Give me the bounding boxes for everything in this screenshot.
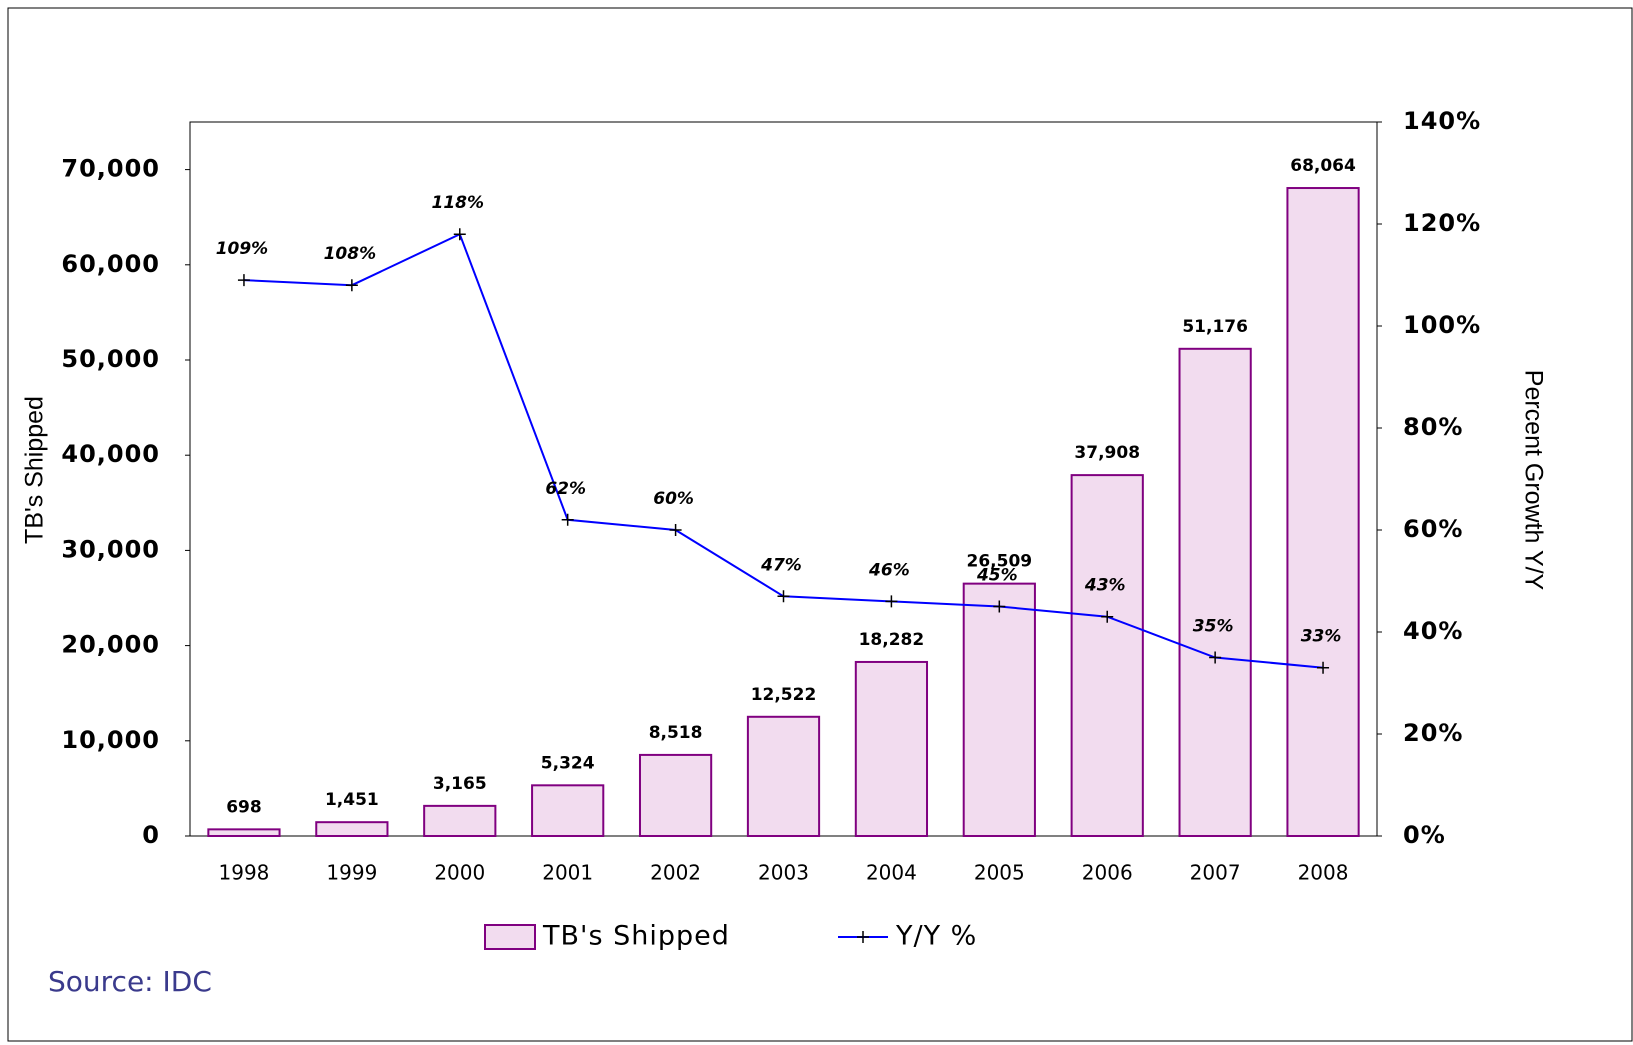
x-tick-label: 2003 xyxy=(758,861,809,885)
line-marker xyxy=(669,524,682,536)
bar-value-label: 3,165 xyxy=(433,774,487,794)
y-tick-label: 70,000 xyxy=(61,155,160,183)
line xyxy=(243,232,1324,669)
bar-value-label: 51,176 xyxy=(1182,317,1248,337)
bar xyxy=(207,828,281,838)
bar xyxy=(638,753,713,837)
y-axis-title: TB's Shipped xyxy=(21,396,49,544)
x-tick-label: 2001 xyxy=(542,861,593,885)
y2-tick-label: 0% xyxy=(1403,821,1446,849)
bar-value-label: 12,522 xyxy=(751,685,817,705)
y2-tick-label: 140% xyxy=(1403,107,1481,135)
legend-label: Y/Y % xyxy=(895,921,977,952)
legend-label: TB's Shipped xyxy=(542,921,730,952)
x-tick-label: 1999 xyxy=(326,861,377,885)
y-tick-label: 20,000 xyxy=(61,631,160,659)
line-value-label: 33% xyxy=(1301,627,1342,647)
bar xyxy=(1178,347,1252,837)
line-value-label: 46% xyxy=(868,560,910,580)
x-tick-label: 2008 xyxy=(1298,861,1349,885)
bar-value-label: 5,324 xyxy=(541,753,595,773)
line-value-label: 118% xyxy=(432,193,485,213)
bar xyxy=(854,660,929,838)
bar xyxy=(531,784,605,837)
line-value-label: 60% xyxy=(653,489,694,509)
x-tick-label: 2007 xyxy=(1190,861,1241,885)
line-marker xyxy=(885,595,898,608)
line-value-label: 47% xyxy=(760,555,802,575)
line-value-label: 45% xyxy=(976,566,1018,586)
bar xyxy=(746,715,821,838)
line-marker xyxy=(1317,661,1330,674)
x-tick-label: 1998 xyxy=(219,861,270,885)
line-marker xyxy=(453,228,466,241)
line-value-label: 109% xyxy=(216,239,269,259)
y-tick-label: 10,000 xyxy=(61,726,160,754)
x-tick-label: 2000 xyxy=(434,861,485,885)
line-value-label: 62% xyxy=(545,479,586,499)
line-marker xyxy=(777,590,790,603)
bar-value-label: 8,518 xyxy=(649,723,703,743)
bar-value-label: 68,064 xyxy=(1290,156,1356,176)
bar xyxy=(315,821,389,837)
line-value-label: 35% xyxy=(1193,617,1234,637)
y-tick-label: 60,000 xyxy=(61,250,160,278)
y2-tick-label: 120% xyxy=(1403,209,1481,237)
y2-tick-label: 80% xyxy=(1403,413,1463,441)
source: Source: IDC xyxy=(48,965,212,998)
bar-value-label: 37,908 xyxy=(1074,443,1140,463)
bar xyxy=(423,804,497,838)
bar-value-label: 26,509 xyxy=(967,552,1033,572)
line-marker xyxy=(345,279,358,292)
line-marker xyxy=(561,513,574,526)
line-marker xyxy=(993,600,1006,613)
frame xyxy=(7,7,1633,1042)
y2-tick-label: 60% xyxy=(1403,515,1463,543)
legend-swatch xyxy=(484,924,536,950)
bar-value-label: 18,282 xyxy=(859,630,925,650)
x-tick-label: 2004 xyxy=(866,861,917,885)
y2-tick-label: 100% xyxy=(1403,311,1481,339)
bar-value-label: 698 xyxy=(226,797,262,817)
bar xyxy=(1070,474,1144,837)
line-value-label: 43% xyxy=(1084,576,1126,596)
y2-tick-label: 20% xyxy=(1403,719,1463,747)
line-marker xyxy=(1209,651,1222,664)
x-tick-label: 2006 xyxy=(1082,861,1133,885)
y-tick-label: 40,000 xyxy=(61,440,160,468)
y-tick-label: 50,000 xyxy=(61,345,160,373)
line-value-label: 108% xyxy=(324,244,377,264)
bar-value-label: 1,451 xyxy=(325,790,379,810)
x-tick-label: 2002 xyxy=(650,861,701,885)
line-marker xyxy=(1101,610,1114,623)
y2-tick-label: 40% xyxy=(1403,617,1463,645)
y2-axis-title: Percent Growth Y/Y xyxy=(1519,370,1547,591)
x-tick-label: 2005 xyxy=(974,861,1025,885)
bar xyxy=(962,582,1036,838)
line-marker xyxy=(237,274,250,287)
bar xyxy=(1286,187,1360,838)
y-tick-label: 30,000 xyxy=(61,535,160,563)
legend-marker xyxy=(857,931,869,943)
y-tick-label: 0 xyxy=(142,821,160,849)
